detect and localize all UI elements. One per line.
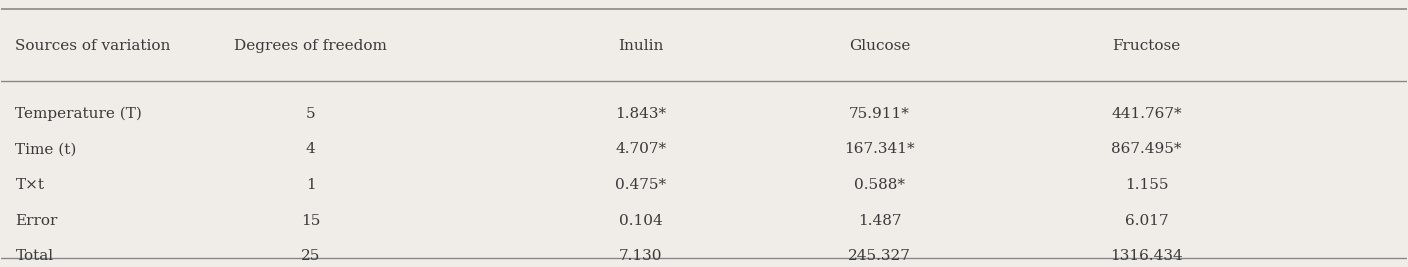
Text: 1: 1 bbox=[306, 178, 315, 192]
Text: Temperature (T): Temperature (T) bbox=[15, 107, 142, 121]
Text: 25: 25 bbox=[301, 249, 320, 263]
Text: Inulin: Inulin bbox=[618, 39, 663, 53]
Text: 7.130: 7.130 bbox=[620, 249, 663, 263]
Text: 167.341*: 167.341* bbox=[845, 142, 915, 156]
Text: 4.707*: 4.707* bbox=[615, 142, 666, 156]
Text: Sources of variation: Sources of variation bbox=[15, 39, 170, 53]
Text: 1316.434: 1316.434 bbox=[1111, 249, 1183, 263]
Text: 15: 15 bbox=[301, 214, 320, 228]
Text: Degrees of freedom: Degrees of freedom bbox=[234, 39, 387, 53]
Text: 4: 4 bbox=[306, 142, 315, 156]
Text: 0.588*: 0.588* bbox=[855, 178, 905, 192]
Text: Total: Total bbox=[15, 249, 54, 263]
Text: 245.327: 245.327 bbox=[848, 249, 911, 263]
Text: 75.911*: 75.911* bbox=[849, 107, 910, 121]
Text: 867.495*: 867.495* bbox=[1111, 142, 1181, 156]
Text: Glucose: Glucose bbox=[849, 39, 911, 53]
Text: Time (t): Time (t) bbox=[15, 142, 77, 156]
Text: 1.487: 1.487 bbox=[857, 214, 901, 228]
Text: T×t: T×t bbox=[15, 178, 45, 192]
Text: Error: Error bbox=[15, 214, 58, 228]
Text: 5: 5 bbox=[306, 107, 315, 121]
Text: 0.475*: 0.475* bbox=[615, 178, 666, 192]
Text: 1.155: 1.155 bbox=[1125, 178, 1169, 192]
Text: 441.767*: 441.767* bbox=[1111, 107, 1181, 121]
Text: 1.843*: 1.843* bbox=[615, 107, 666, 121]
Text: 0.104: 0.104 bbox=[620, 214, 663, 228]
Text: 6.017: 6.017 bbox=[1125, 214, 1169, 228]
Text: Fructose: Fructose bbox=[1112, 39, 1181, 53]
